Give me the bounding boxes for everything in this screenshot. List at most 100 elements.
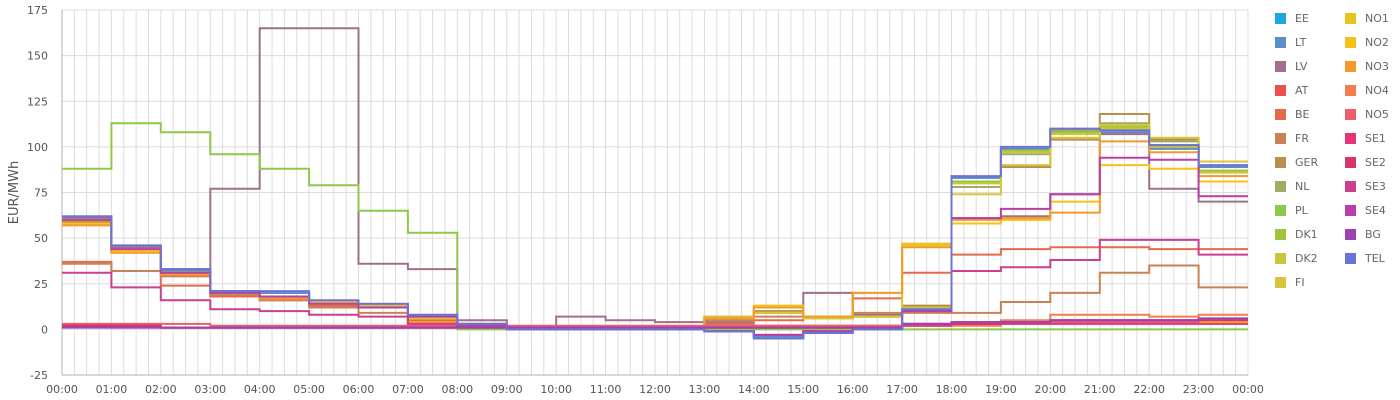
legend-swatch (1275, 228, 1286, 240)
legend-item-no4[interactable]: NO4 (1345, 80, 1389, 100)
legend-label: NO4 (1365, 83, 1389, 97)
x-tick-label: 10:00 (540, 383, 572, 396)
legend-swatch (1345, 84, 1356, 96)
x-tick-label: 22:00 (1133, 383, 1165, 396)
legend-swatch (1345, 252, 1356, 264)
legend-swatch (1275, 84, 1286, 96)
series-lines (62, 27, 1248, 340)
legend-item-at[interactable]: AT (1275, 80, 1308, 100)
x-tick-label: 03:00 (194, 383, 226, 396)
y-tick-label: -25 (30, 369, 48, 382)
x-axis-ticks: 00:00 01:00 02:00 03:00 04:00 05:00 06:00 07:00… (46, 383, 1264, 396)
legend-item-dk2[interactable]: DK2 (1275, 248, 1318, 268)
y-tick-label: 175 (27, 4, 48, 17)
x-tick-label: 17:00 (886, 383, 918, 396)
legend-swatch (1345, 180, 1356, 192)
x-tick-label: 01:00 (96, 383, 128, 396)
x-tick-label: 21:00 (1084, 383, 1116, 396)
legend-label: LV (1295, 59, 1308, 73)
y-tick-label: 100 (27, 141, 48, 154)
legend-label: SE1 (1365, 131, 1386, 145)
y-tick-label: 125 (27, 95, 48, 108)
legend-label: FR (1295, 131, 1309, 145)
x-tick-label: 19:00 (985, 383, 1017, 396)
legend-item-fi[interactable]: FI (1275, 272, 1305, 292)
legend-swatch (1275, 276, 1286, 288)
x-tick-label: 05:00 (293, 383, 325, 396)
x-tick-label: 12:00 (639, 383, 671, 396)
legend-swatch (1345, 108, 1356, 120)
x-tick-label: 15:00 (787, 383, 819, 396)
legend-label: NO5 (1365, 107, 1389, 121)
x-tick-label: 02:00 (145, 383, 177, 396)
legend-item-se2[interactable]: SE2 (1345, 152, 1386, 172)
legend-swatch (1345, 60, 1356, 72)
legend-label: LT (1295, 35, 1307, 49)
legend-label: BG (1365, 227, 1381, 241)
y-tick-label: 25 (34, 278, 48, 291)
legend-item-pl[interactable]: PL (1275, 200, 1308, 220)
legend-label: SE3 (1365, 179, 1386, 193)
legend-swatch (1275, 156, 1286, 168)
series-line-no5 (62, 319, 1248, 327)
legend-item-no5[interactable]: NO5 (1345, 104, 1389, 124)
legend-label: NL (1295, 179, 1310, 193)
x-tick-label: 13:00 (689, 383, 721, 396)
legend-item-no2[interactable]: NO2 (1345, 32, 1389, 52)
legend-swatch (1275, 108, 1286, 120)
legend-item-nl[interactable]: NL (1275, 176, 1309, 196)
legend-item-ger[interactable]: GER (1275, 152, 1318, 172)
legend-swatch (1345, 156, 1356, 168)
x-tick-label: 06:00 (343, 383, 375, 396)
legend-item-no1[interactable]: NO1 (1345, 8, 1389, 28)
legend-item-se1[interactable]: SE1 (1345, 128, 1386, 148)
x-tick-label: 23:00 (1183, 383, 1215, 396)
legend-label: FI (1295, 275, 1305, 289)
x-tick-label: 00:00 (46, 383, 78, 396)
legend-item-tel[interactable]: TEL (1345, 248, 1385, 268)
legend-swatch (1275, 204, 1286, 216)
x-tick-label: 08:00 (441, 383, 473, 396)
x-tick-label: 20:00 (1034, 383, 1066, 396)
series-line-tel (62, 127, 1248, 340)
legend-label: BE (1295, 107, 1310, 121)
legend-swatch (1275, 36, 1286, 48)
legend-label: SE4 (1365, 203, 1386, 217)
y-axis-title: EUR/MWh (7, 161, 22, 224)
y-tick-label: 150 (27, 50, 48, 63)
legend-label: NO1 (1365, 11, 1389, 25)
legend-swatch (1275, 180, 1286, 192)
legend-label: DK2 (1295, 251, 1318, 265)
x-tick-label: 09:00 (491, 383, 523, 396)
legend-swatch (1275, 132, 1286, 144)
legend-swatch (1275, 12, 1286, 24)
legend-item-ee[interactable]: EE (1275, 8, 1309, 28)
y-tick-label: 0 (41, 323, 48, 336)
legend-label: PL (1295, 203, 1308, 217)
legend-item-lt[interactable]: LT (1275, 32, 1306, 52)
price-chart: -25 0 25 50 75 100 125 150 175 00:00 01:00 02:00 03:… (7, 4, 1264, 396)
legend-item-dk1[interactable]: DK1 (1275, 224, 1318, 244)
legend-swatch (1345, 36, 1356, 48)
legend-swatch (1345, 132, 1356, 144)
legend-label: SE2 (1365, 155, 1386, 169)
legend-label: NO3 (1365, 59, 1389, 73)
x-tick-label: 04:00 (244, 383, 276, 396)
x-tick-label: 14:00 (738, 383, 770, 396)
series-line-pl (62, 122, 1248, 331)
legend-item-lv[interactable]: LV (1275, 56, 1307, 76)
legend-item-se4[interactable]: SE4 (1345, 200, 1386, 220)
legend-item-bg[interactable]: BG (1345, 224, 1381, 244)
legend-swatch (1345, 12, 1356, 24)
y-tick-label: 75 (34, 187, 48, 200)
legend-swatch (1345, 228, 1356, 240)
legend-item-se3[interactable]: SE3 (1345, 176, 1386, 196)
legend-label: TEL (1365, 251, 1385, 265)
legend-item-fr[interactable]: FR (1275, 128, 1309, 148)
legend-item-be[interactable]: BE (1275, 104, 1310, 124)
y-tick-label: 50 (34, 232, 48, 245)
legend-item-no3[interactable]: NO3 (1345, 56, 1389, 76)
legend-label: AT (1295, 83, 1309, 97)
legend-label: EE (1295, 11, 1309, 25)
x-tick-label: 07:00 (392, 383, 424, 396)
